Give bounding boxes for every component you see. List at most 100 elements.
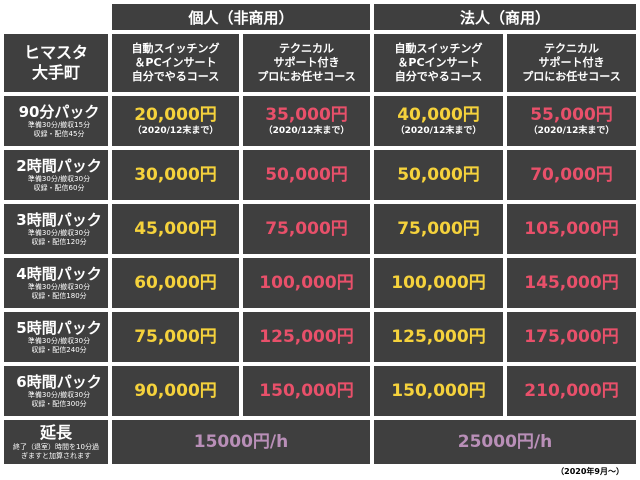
price-cell: 105,000円 bbox=[507, 204, 636, 254]
price: 125,000円 bbox=[391, 327, 486, 347]
pack-detail-1: 準備30分/撤収30分 bbox=[27, 337, 91, 345]
price-cell: 125,000円 bbox=[243, 312, 370, 362]
price-cell: 60,000円 bbox=[112, 258, 239, 308]
pack-name: 3時間パック bbox=[16, 211, 102, 229]
price-note: （2020/12末まで） bbox=[263, 126, 350, 136]
row-label-2h: 2時間パック 準備30分/撤収30分 収録・配信60分 bbox=[4, 150, 108, 200]
pack-name: 2時間パック bbox=[16, 157, 102, 175]
price: 55,000円 bbox=[530, 105, 613, 125]
price-cell: 75,000円 bbox=[374, 204, 503, 254]
row-label-3h: 3時間パック 準備30分/撤収30分 収録・配信120分 bbox=[4, 204, 108, 254]
price: 145,000円 bbox=[524, 273, 619, 293]
price-cell: 210,000円 bbox=[507, 366, 636, 416]
effective-date-note: （2020年9月～） bbox=[556, 467, 624, 476]
price: 150,000円 bbox=[259, 381, 354, 401]
extension-name: 延長 bbox=[39, 423, 72, 442]
price-cell: 50,000円 bbox=[374, 150, 503, 200]
price-cell: 55,000円 （2020/12末まで） bbox=[507, 96, 636, 146]
column-line3: プロにお任せコース bbox=[257, 70, 356, 83]
row-label-4h: 4時間パック 準備30分/撤収30分 収録・配信180分 bbox=[4, 258, 108, 308]
pack-detail-1: 準備30分/撤収30分 bbox=[27, 283, 91, 291]
price: 45,000円 bbox=[134, 219, 217, 239]
price-cell: 45,000円 bbox=[112, 204, 239, 254]
extension-detail-1: 終了（退室）時間を10分過 bbox=[13, 443, 99, 451]
extension-personal-price: 15000円/h bbox=[193, 432, 289, 452]
studio-name-cell: ヒマスタ 大手町 bbox=[4, 34, 108, 92]
price-cell: 75,000円 bbox=[243, 204, 370, 254]
price-cell: 125,000円 bbox=[374, 312, 503, 362]
price-cell: 35,000円 （2020/12末まで） bbox=[243, 96, 370, 146]
pack-name: 5時間パック bbox=[16, 319, 102, 337]
column-header-corporate-self: 自動スイッチング ＆PCインサート 自分でやるコース bbox=[374, 34, 503, 92]
price-note: （2020/12末まで） bbox=[132, 126, 219, 136]
pack-name: 90分パック bbox=[18, 103, 100, 121]
price-cell: 175,000円 bbox=[507, 312, 636, 362]
price-note: （2020/12末まで） bbox=[528, 126, 615, 136]
price-cell: 20,000円 （2020/12末まで） bbox=[112, 96, 239, 146]
price: 100,000円 bbox=[259, 273, 354, 293]
pack-detail-1: 準備30分/撤収30分 bbox=[27, 229, 91, 237]
pack-name: 4時間パック bbox=[16, 265, 102, 283]
price-cell: 75,000円 bbox=[112, 312, 239, 362]
price: 50,000円 bbox=[397, 165, 480, 185]
column-line2: サポート付き bbox=[538, 56, 605, 69]
pack-detail-2: 収録・配信240分 bbox=[31, 346, 87, 354]
pack-name: 6時間パック bbox=[16, 373, 102, 391]
column-line2: サポート付き bbox=[273, 56, 340, 69]
pack-detail-2: 収録・配信120分 bbox=[31, 238, 87, 246]
row-label-90min: 90分パック 準備30分/撤収15分 収録・配信45分 bbox=[4, 96, 108, 146]
price-cell: 90,000円 bbox=[112, 366, 239, 416]
pack-detail-2: 収録・配信300分 bbox=[31, 400, 87, 408]
price: 70,000円 bbox=[530, 165, 613, 185]
price: 60,000円 bbox=[134, 273, 217, 293]
column-header-personal-self: 自動スイッチング ＆PCインサート 自分でやるコース bbox=[112, 34, 239, 92]
price: 125,000円 bbox=[259, 327, 354, 347]
row-label-6h: 6時間パック 準備30分/撤収30分 収録・配信300分 bbox=[4, 366, 108, 416]
header-personal: 個人（非商用） bbox=[112, 4, 370, 30]
price-cell: 50,000円 bbox=[243, 150, 370, 200]
price: 30,000円 bbox=[134, 165, 217, 185]
price: 20,000円 bbox=[134, 105, 217, 125]
price-cell: 40,000円 （2020/12末まで） bbox=[374, 96, 503, 146]
pack-detail-2: 収録・配信180分 bbox=[31, 292, 87, 300]
column-line3: 自分でやるコース bbox=[131, 70, 220, 83]
price: 90,000円 bbox=[134, 381, 217, 401]
price: 35,000円 bbox=[265, 105, 348, 125]
price: 105,000円 bbox=[524, 219, 619, 239]
price: 75,000円 bbox=[397, 219, 480, 239]
extension-personal-cell: 15000円/h bbox=[112, 420, 370, 464]
price: 50,000円 bbox=[265, 165, 348, 185]
header-corporate-label: 法人（商用） bbox=[459, 8, 550, 27]
price-cell: 70,000円 bbox=[507, 150, 636, 200]
column-line2: ＆PCインサート bbox=[134, 56, 217, 69]
price: 175,000円 bbox=[524, 327, 619, 347]
price: 150,000円 bbox=[391, 381, 486, 401]
column-line1: 自動スイッチング bbox=[131, 42, 220, 55]
price-cell: 150,000円 bbox=[374, 366, 503, 416]
pack-detail-1: 準備30分/撤収30分 bbox=[27, 175, 91, 183]
row-label-extension: 延長 終了（退室）時間を10分過 ぎますと加算されます bbox=[4, 420, 108, 464]
row-label-5h: 5時間パック 準備30分/撤収30分 収録・配信240分 bbox=[4, 312, 108, 362]
column-line1: テクニカル bbox=[279, 42, 334, 55]
price: 100,000円 bbox=[391, 273, 486, 293]
price-cell: 150,000円 bbox=[243, 366, 370, 416]
column-header-personal-pro: テクニカル サポート付き プロにお任せコース bbox=[243, 34, 370, 92]
price: 75,000円 bbox=[134, 327, 217, 347]
header-corporate: 法人（商用） bbox=[374, 4, 636, 30]
column-line3: 自分でやるコース bbox=[394, 70, 483, 83]
column-line3: プロにお任せコース bbox=[522, 70, 621, 83]
price-cell: 100,000円 bbox=[243, 258, 370, 308]
column-header-corporate-pro: テクニカル サポート付き プロにお任せコース bbox=[507, 34, 636, 92]
price: 75,000円 bbox=[265, 219, 348, 239]
price-cell: 145,000円 bbox=[507, 258, 636, 308]
price-note: （2020/12末まで） bbox=[395, 126, 482, 136]
pack-detail-1: 準備30分/撤収30分 bbox=[27, 391, 91, 399]
price: 40,000円 bbox=[397, 105, 480, 125]
column-line2: ＆PCインサート bbox=[397, 56, 480, 69]
extension-corporate-cell: 25000円/h bbox=[374, 420, 636, 464]
pack-detail-1: 準備30分/撤収15分 bbox=[27, 121, 91, 129]
column-line1: 自動スイッチング bbox=[394, 42, 483, 55]
price-cell: 30,000円 bbox=[112, 150, 239, 200]
studio-name-line2: 大手町 bbox=[31, 63, 80, 82]
price: 210,000円 bbox=[524, 381, 619, 401]
